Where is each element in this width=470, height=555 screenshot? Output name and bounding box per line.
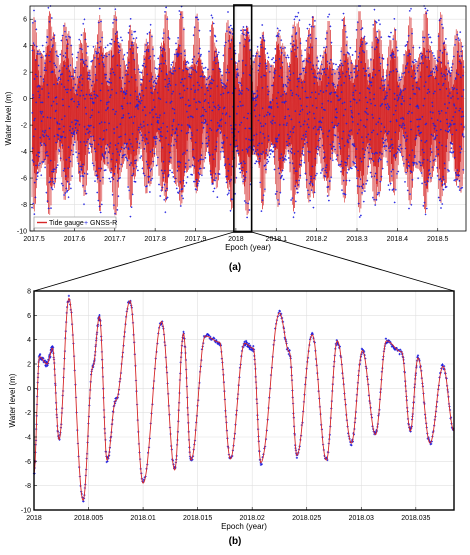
x-tick-label: 2018.2 xyxy=(306,236,328,243)
x-tick-label: 2018.4 xyxy=(387,236,409,243)
x-tick-label: 2018.03 xyxy=(349,515,374,522)
axes-frame-a xyxy=(29,5,467,232)
y-tick-label: 6 xyxy=(27,313,31,320)
y-tick-label: 6 xyxy=(23,17,27,24)
y-tick-label: 4 xyxy=(23,43,27,50)
y-tick-label: -10 xyxy=(17,229,27,236)
legend-gnss-label: GNSS-R xyxy=(90,220,117,227)
x-tick-label: 2018 xyxy=(228,236,244,243)
x-tick-label: 2017.7 xyxy=(104,236,126,243)
panel-b: 2018 2018.005 2018.01 2018.015 2018.02 2018.0… xyxy=(8,289,455,531)
legend-box xyxy=(33,216,117,229)
y-tick-label: -2 xyxy=(21,123,27,130)
tide-gauge-line-b xyxy=(33,297,455,502)
zoom-connector-left xyxy=(33,231,234,292)
caption-b: (b) xyxy=(229,536,242,547)
x-tick-label: 2017.8 xyxy=(144,236,166,243)
tide-gauge-line-a xyxy=(31,11,465,216)
series-a xyxy=(31,5,465,223)
x-tick-label: 2017.5 xyxy=(23,236,45,243)
x-tick-label: 2018.035 xyxy=(401,515,430,522)
legend-a: Tide gauge + GNSS-R xyxy=(33,216,117,229)
y-tick-label: 2 xyxy=(23,70,27,77)
x-tick-label: 2017.6 xyxy=(64,236,86,243)
y-tick-label: -2 xyxy=(25,410,31,417)
y-axis-label-a: Water level (m) xyxy=(4,91,13,145)
x-tick-label: 2018.02 xyxy=(240,515,265,522)
x-tick-label: 2018.3 xyxy=(346,236,368,243)
plot-area-b xyxy=(34,291,454,510)
x-tick-label: 2018 xyxy=(26,515,42,522)
y-tick-label: -8 xyxy=(21,202,27,209)
axes-frame-b xyxy=(33,290,455,511)
y-tick-label: -4 xyxy=(21,149,27,156)
grid-b xyxy=(33,290,454,511)
gnss-r-markers-a xyxy=(31,5,465,223)
x-tick-label: 2018.5 xyxy=(427,236,449,243)
x-tick-label: 2017.9 xyxy=(185,236,207,243)
x-axis-label-b: Epoch (year) xyxy=(221,522,267,531)
x-tick-label: 2018.025 xyxy=(292,515,321,522)
y-tick-label: 4 xyxy=(27,337,31,344)
y-tick-label: 0 xyxy=(27,386,31,393)
caption-a: (a) xyxy=(229,262,241,273)
x-tick-label: 2018.015 xyxy=(183,515,212,522)
y-tick-label: -4 xyxy=(25,435,31,442)
y-tick-label: 8 xyxy=(27,289,31,296)
legend-tide-label: Tide gauge xyxy=(49,220,84,227)
y-tick-label: 0 xyxy=(23,96,27,103)
legend-gnss-swatch: + xyxy=(84,220,88,227)
y-tick-label: -6 xyxy=(21,176,27,183)
panel-a: 2017.52017.62017.72017.82017.920182018.1… xyxy=(4,4,467,252)
y-axis-label-b: Water level (m) xyxy=(8,373,17,427)
x-axis-label-a: Epoch (year) xyxy=(225,243,271,252)
y-tick-label: -6 xyxy=(25,459,31,466)
zoom-box xyxy=(233,4,253,233)
x-tick-label: 2018.005 xyxy=(74,515,103,522)
y-tick-label: 2 xyxy=(27,362,31,369)
y-tick-label: -8 xyxy=(25,483,31,490)
y-tick-label: -10 xyxy=(21,508,31,515)
zoom-connector-right xyxy=(251,231,455,292)
ticks-b: 2018 2018.005 2018.01 2018.015 2018.02 2018.0… xyxy=(21,289,431,523)
x-tick-label: 2018.01 xyxy=(130,515,155,522)
